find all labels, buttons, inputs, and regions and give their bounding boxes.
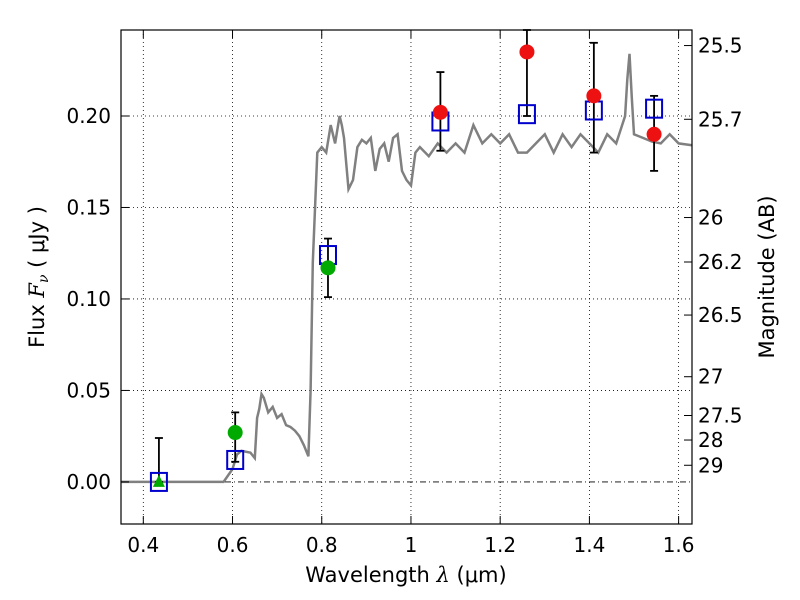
y-tick-label: 0.00: [66, 470, 111, 494]
optical-triangle-marker: [152, 474, 165, 487]
optical-circle-marker: [227, 425, 243, 441]
ir-circle-marker: [432, 104, 448, 120]
observed-markers: [152, 44, 662, 487]
y-tick-label: 0.15: [66, 195, 111, 219]
x-tick-label: 1.4: [573, 533, 605, 557]
x-axis-title: Wavelength λ (μm): [305, 563, 506, 587]
y2-tick-label: 28: [698, 428, 723, 452]
y2-tick-label: 26.5: [698, 303, 743, 327]
y-tick-label: 0.05: [66, 378, 111, 402]
y2-tick-label: 27: [698, 365, 723, 389]
y-axis-title: Flux Fν ( μJy ): [25, 206, 52, 348]
grid: [121, 30, 692, 524]
y2-tick-label: 27.5: [698, 404, 743, 428]
y2-tick-label: 26: [698, 206, 723, 230]
model-band-square: [517, 104, 536, 125]
ir-circle-marker: [646, 126, 662, 142]
y-axis-title-unit: ( μJy ): [25, 206, 49, 274]
x-axis-title-unit: (μm): [450, 563, 507, 587]
x-axis: 0.4 0.6 0.8 1 1.2 1.4 1.6: [127, 30, 695, 557]
model-band-square: [226, 449, 245, 470]
model-band-square: [149, 471, 168, 492]
y-axis-title-subscript: ν: [36, 274, 52, 283]
ir-circle-marker: [586, 88, 602, 104]
y-axis-left: 0.00 0.05 0.10 0.15 0.20: [66, 104, 129, 494]
x-axis-title-prefix: Wavelength: [305, 563, 436, 587]
x-tick-label: 0.6: [217, 533, 249, 557]
y2-tick-label: 29: [698, 453, 723, 477]
ir-circle-marker: [519, 44, 535, 60]
error-bars: [154, 29, 659, 483]
model-band-markers: [149, 98, 664, 492]
x-tick-label: 0.8: [306, 533, 338, 557]
model-band-square: [645, 98, 664, 119]
y2-tick-label: 25.5: [698, 34, 743, 58]
plot-frame: [120, 29, 693, 525]
y2-axis-title: Magnitude (AB): [755, 195, 779, 358]
y2-tick-label: 25.7: [698, 107, 743, 131]
x-axis-title-symbol: λ: [436, 563, 450, 587]
y2-tick-label: 26.2: [698, 250, 743, 274]
x-tick-label: 1: [405, 533, 418, 557]
optical-circle-marker: [320, 260, 336, 276]
x-tick-label: 1.6: [663, 533, 695, 557]
y-tick-label: 0.10: [66, 287, 111, 311]
y-tick-label: 0.20: [66, 104, 111, 128]
model-sed-line: [121, 53, 693, 484]
x-tick-label: 0.4: [127, 533, 159, 557]
x-tick-label: 1.2: [484, 533, 516, 557]
y-axis-title-symbol: F: [25, 282, 49, 299]
y-axis-title-prefix: Flux: [25, 298, 49, 348]
